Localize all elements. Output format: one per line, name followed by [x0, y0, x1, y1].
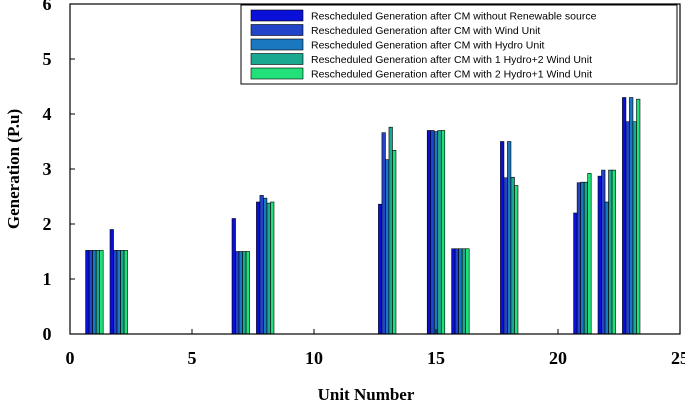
x-tick-label: 10	[305, 348, 323, 368]
bar	[504, 178, 508, 334]
bar	[121, 250, 125, 334]
y-tick-label: 2	[43, 214, 52, 234]
legend-swatch	[251, 68, 303, 79]
y-tick-label: 0	[43, 324, 52, 344]
bar	[124, 250, 128, 334]
bar	[389, 127, 393, 334]
bar	[89, 250, 93, 334]
x-tick-label: 0	[66, 348, 75, 368]
bar	[239, 252, 243, 335]
legend-swatch	[251, 54, 303, 65]
bar	[452, 249, 456, 334]
bar	[636, 99, 640, 334]
bar	[629, 98, 633, 335]
bar	[605, 202, 609, 334]
bar	[378, 204, 382, 334]
legend-swatch	[251, 25, 303, 36]
bar	[392, 150, 396, 334]
bar	[598, 176, 602, 334]
bar	[500, 142, 504, 335]
bar	[633, 122, 637, 334]
bar	[609, 170, 613, 334]
bar	[267, 203, 271, 334]
bar	[100, 250, 104, 334]
bar	[462, 249, 466, 334]
bar	[438, 131, 442, 335]
bar	[270, 202, 274, 334]
legend-label: Rescheduled Generation after CM without …	[311, 11, 597, 23]
legend-swatch	[251, 39, 303, 50]
bar	[256, 202, 260, 334]
bar	[584, 182, 588, 334]
x-tick-label: 15	[427, 348, 445, 368]
bar	[96, 250, 100, 334]
bar	[588, 173, 592, 334]
bar	[612, 170, 616, 334]
bar	[507, 142, 511, 335]
bar	[466, 249, 470, 334]
bar	[117, 250, 121, 334]
legend: Rescheduled Generation after CM without …	[241, 5, 677, 84]
bar	[243, 252, 247, 335]
y-tick-label: 5	[43, 49, 52, 69]
bar	[511, 177, 515, 334]
legend-label: Rescheduled Generation after CM with Win…	[311, 25, 540, 37]
x-axis-title: Unit Number	[318, 385, 415, 404]
legend-label: Rescheduled Generation after CM with 2 H…	[311, 69, 592, 81]
legend-swatch	[251, 10, 303, 21]
bar	[434, 132, 438, 334]
bars-layer	[86, 98, 640, 335]
bar	[622, 98, 626, 335]
bar	[385, 160, 389, 334]
bar	[577, 183, 581, 334]
bar	[232, 219, 236, 335]
bar	[626, 122, 630, 334]
bar	[263, 198, 267, 334]
legend-label: Rescheduled Generation after CM with 1 H…	[311, 54, 592, 66]
bar	[581, 182, 585, 334]
bar	[455, 249, 459, 334]
y-tick-label: 6	[43, 0, 52, 14]
bar	[441, 131, 445, 335]
x-tick-label: 25	[671, 348, 685, 368]
y-tick-label: 3	[43, 159, 52, 179]
y-tick-label: 4	[43, 104, 52, 124]
bar	[602, 170, 606, 334]
x-tick-label: 20	[549, 348, 567, 368]
bar	[86, 250, 90, 334]
bar	[459, 249, 463, 334]
bar	[514, 186, 518, 335]
bar	[431, 131, 435, 335]
bar	[93, 250, 97, 334]
y-tick-label: 1	[43, 269, 52, 289]
bar	[574, 213, 578, 334]
x-tick-label: 5	[188, 348, 197, 368]
bar	[427, 131, 431, 335]
y-axis-title: Generation (P.u)	[4, 109, 23, 229]
bar	[236, 252, 240, 335]
bar	[260, 195, 264, 334]
bar	[382, 133, 386, 334]
bar	[110, 230, 114, 335]
bar	[246, 252, 250, 335]
legend-label: Rescheduled Generation after CM with Hyd…	[311, 40, 545, 52]
bar	[114, 250, 118, 334]
